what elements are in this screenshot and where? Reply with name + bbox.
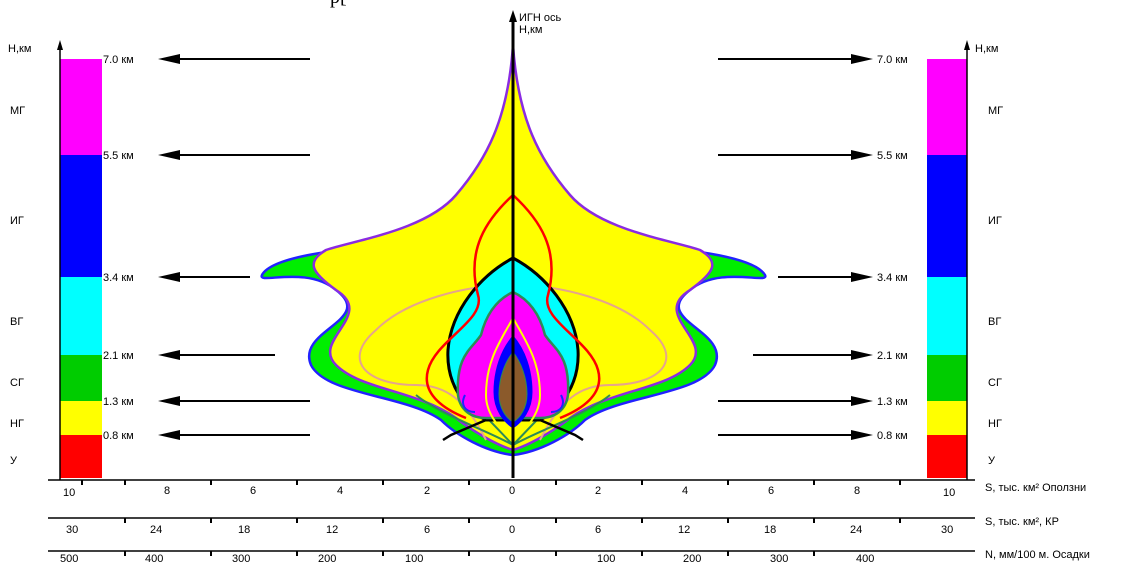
scale1-tick-l8: 8 [164, 485, 170, 497]
left-label-sg: СГ [10, 377, 24, 389]
scale2-tick-r24: 24 [850, 524, 862, 536]
left-label-ng: НГ [10, 418, 24, 430]
tan-curve [358, 284, 668, 441]
level-label-left-13: 1.3 км [103, 396, 134, 408]
scale3-tick-r400: 400 [856, 553, 874, 562]
center-axis: ИГН ось Н,км [509, 10, 561, 478]
right-zone-ig [927, 155, 967, 277]
scale2-tick-r12: 12 [678, 524, 690, 536]
right-zone-u [927, 435, 967, 478]
scale2-tick-l12: 12 [326, 524, 338, 536]
right-label-mg: МГ [988, 105, 1003, 117]
left-zone-vg [60, 277, 102, 355]
scale3-tick-r300: 300 [770, 553, 788, 562]
level-label-left-21: 2.1 км [103, 350, 134, 362]
level-label-left-34: 3.4 км [103, 272, 134, 284]
teal-lines [415, 394, 611, 446]
right-label-vg: ВГ [988, 316, 1001, 328]
left-zone-mg [60, 59, 102, 155]
right-zone-sg [927, 355, 967, 401]
scale3-tick-l100: 100 [405, 553, 423, 562]
level-label-right-34: 3.4 км [877, 272, 908, 284]
scale3-tick-l400: 400 [145, 553, 163, 562]
scale2-tick-r6: 6 [595, 524, 601, 536]
left-label-mg: МГ [10, 105, 25, 117]
level-arrows: 7.0 км 7.0 км 5.5 км 5.5 км 3.4 км 3.4 к… [103, 54, 908, 442]
scale2-tick-l30: 30 [66, 524, 78, 536]
center-axis-title: ИГН ось [519, 12, 561, 24]
scale2-tick-l24: 24 [150, 524, 162, 536]
left-zone-u [60, 435, 102, 478]
red-curve [425, 194, 601, 420]
right-axis-unit: Н,км [975, 43, 998, 55]
level-label-right-13: 1.3 км [877, 396, 908, 408]
left-label-ig: ИГ [10, 215, 24, 227]
header-fragment: р[ [330, 0, 347, 8]
scale2-tick-l18: 18 [238, 524, 250, 536]
level-label-right-7: 7.0 км [877, 54, 908, 66]
right-label-sg: СГ [988, 377, 1002, 389]
scale1-tick-0: 0 [509, 485, 515, 497]
level-label-right-08: 0.8 км [877, 430, 908, 442]
scale3-label: N, мм/100 м. Осадки [985, 549, 1090, 561]
scale3-tick-r200: 200 [683, 553, 701, 562]
bottom-scales: 10 8 6 4 2 0 2 4 6 8 10 S, тыс. км² Опол… [48, 479, 1090, 562]
scale3-tick-r100: 100 [597, 553, 615, 562]
level-label-left-08: 0.8 км [103, 430, 134, 442]
right-zone-column: Н,км МГ ИГ ВГ СГ НГ У [927, 40, 1003, 480]
scale1-tick-r10: 10 [943, 487, 955, 499]
left-label-u: У [10, 455, 18, 467]
left-zone-column: Н,км МГ ИГ ВГ СГ НГ У [8, 40, 102, 480]
right-label-u: У [988, 455, 996, 467]
scale1-label: S, тыс. км² Оползни [985, 482, 1086, 494]
level-label-left-7: 7.0 км [103, 54, 134, 66]
left-zone-sg [60, 355, 102, 401]
left-label-vg: ВГ [10, 316, 23, 328]
scale1-tick-l2: 2 [424, 485, 430, 497]
scale1-tick-r6: 6 [768, 485, 774, 497]
right-label-ig: ИГ [988, 215, 1002, 227]
cropped-header-text: р[ [0, 0, 560, 8]
right-zone-ng [927, 401, 967, 435]
blue-lobes [462, 394, 564, 413]
level-label-right-55: 5.5 км [877, 150, 908, 162]
scale1-tick-r4: 4 [682, 485, 688, 497]
scale1-tick-l6: 6 [250, 485, 256, 497]
left-axis-unit: Н,км [8, 43, 31, 55]
scale1-tick-l4: 4 [337, 485, 343, 497]
scale1-tick-r8: 8 [854, 485, 860, 497]
level-label-left-55: 5.5 км [103, 150, 134, 162]
scale3-tick-l200: 200 [318, 553, 336, 562]
scale2-tick-r30: 30 [941, 524, 953, 536]
right-zone-mg [927, 59, 967, 155]
scale3-tick-l300: 300 [232, 553, 250, 562]
right-label-ng: НГ [988, 418, 1002, 430]
scale2-label: S, тыс. км², КР [985, 516, 1059, 528]
black-legs [442, 418, 584, 442]
center-axis-unit: Н,км [519, 24, 542, 36]
scale2-tick-r18: 18 [764, 524, 776, 536]
left-zone-ng [60, 401, 102, 435]
scale3-tick-0: 0 [509, 553, 515, 562]
scale3-tick-l500: 500 [60, 553, 78, 562]
left-zone-ig [60, 155, 102, 277]
scale2-tick-l6: 6 [424, 524, 430, 536]
right-zone-vg [927, 277, 967, 355]
level-label-right-21: 2.1 км [877, 350, 908, 362]
scale1-tick-l10: 10 [63, 487, 75, 499]
scale2-tick-0: 0 [509, 524, 515, 536]
scale1-tick-r2: 2 [595, 485, 601, 497]
